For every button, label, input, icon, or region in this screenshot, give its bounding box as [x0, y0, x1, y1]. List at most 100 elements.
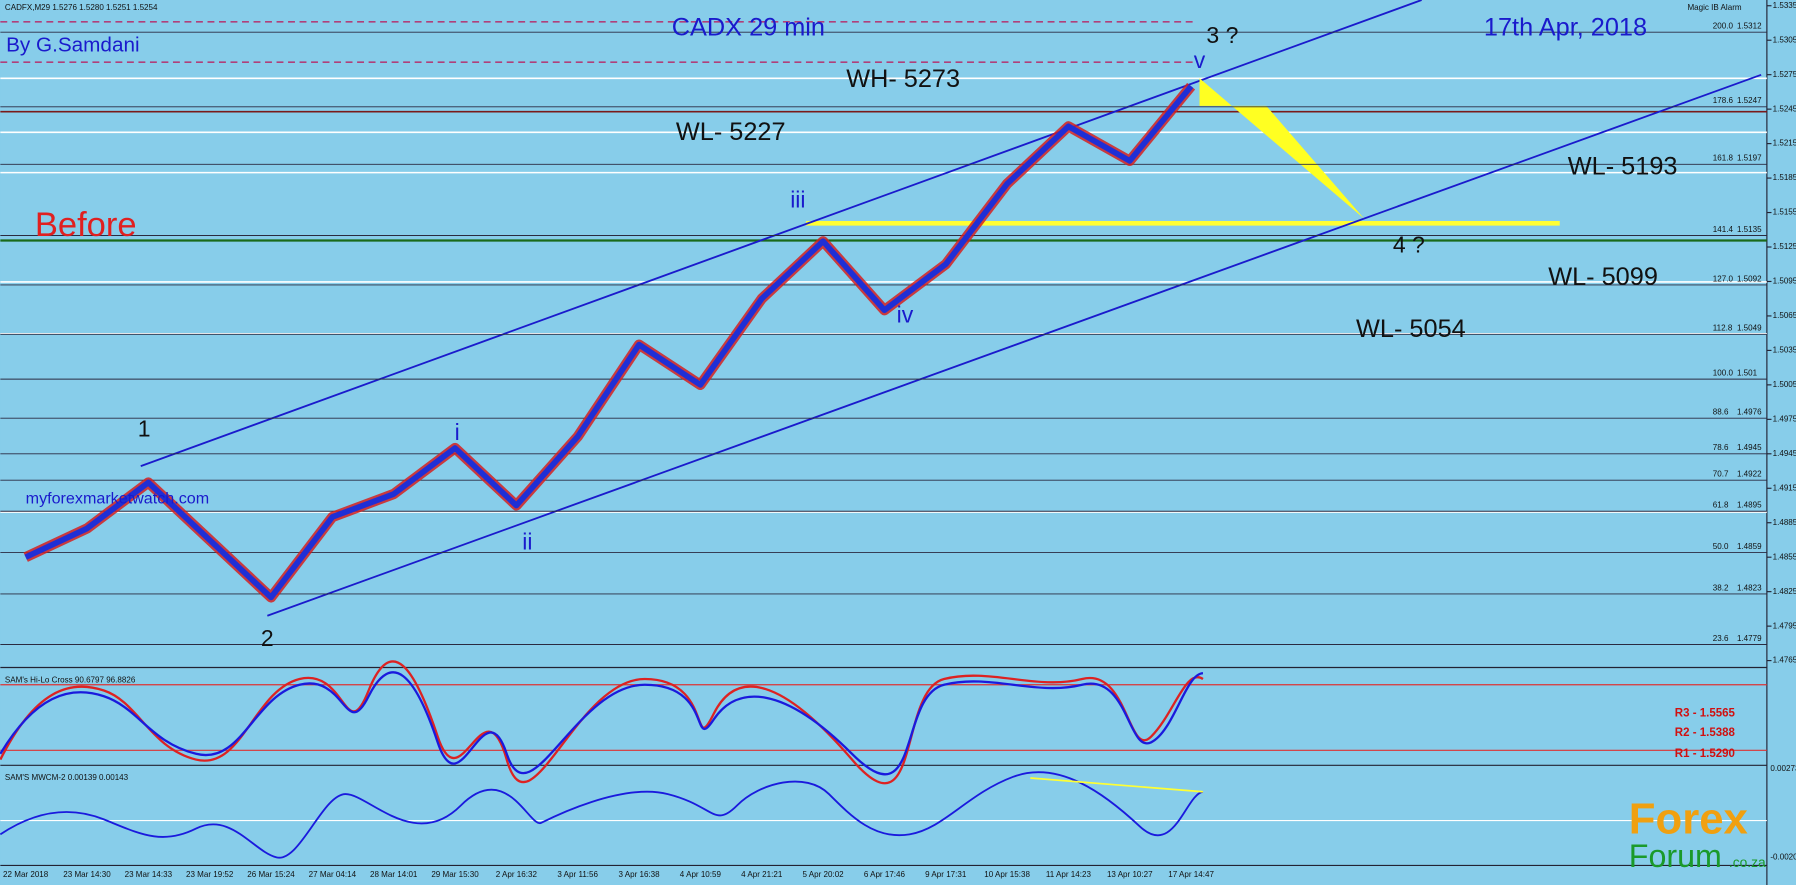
y-tick-label: 1.4855 [1773, 552, 1796, 561]
x-tick-label: 10 Apr 15:38 [984, 870, 1030, 879]
y-tick-label: 1.5155 [1773, 208, 1796, 217]
fib-ratio: 70.7 [1713, 470, 1729, 479]
annotation: WH- 5273 [846, 65, 960, 93]
price-axis [1766, 0, 1796, 885]
alarm: Magic IB Alarm [1687, 3, 1741, 12]
y-tick-label: 1.5095 [1773, 277, 1796, 286]
author: By G.Samdani [6, 34, 139, 57]
annotation: WL- 5193 [1568, 153, 1678, 181]
fib-price: 1.5247 [1737, 96, 1762, 105]
header: CADFX,M29 1.5276 1.5280 1.5251 1.5254 [5, 3, 158, 12]
x-tick-label: 2 Apr 16:32 [496, 870, 538, 879]
fib-price: 1.501 [1737, 368, 1758, 377]
x-tick-label: 26 Mar 15:24 [247, 870, 295, 879]
fib-ratio: 200.0 [1713, 22, 1734, 31]
fib-price: 1.5135 [1737, 225, 1762, 234]
x-tick-label: 9 Apr 17:31 [925, 870, 967, 879]
wave-label: iv [897, 302, 914, 328]
x-tick-label: 23 Mar 19:52 [186, 870, 234, 879]
annotation: 4 ? [1393, 231, 1425, 257]
fib-ratio: 127.0 [1713, 274, 1734, 283]
indicator-tick: -0.00206 [1770, 853, 1796, 862]
x-tick-label: 6 Apr 17:46 [864, 870, 906, 879]
y-tick-label: 1.4825 [1773, 587, 1796, 596]
y-tick-label: 1.4945 [1773, 449, 1796, 458]
fib-ratio: 78.6 [1713, 443, 1729, 452]
y-tick-label: 1.5215 [1773, 139, 1796, 148]
x-tick-label: 27 Mar 04:14 [309, 870, 357, 879]
fib-price: 1.4779 [1737, 634, 1762, 643]
wave-label: ii [522, 528, 532, 554]
x-tick-label: 22 Mar 2018 [3, 870, 49, 879]
logo: .co.za [1729, 854, 1766, 870]
y-tick-label: 1.5185 [1773, 173, 1796, 182]
annotation: 3 ? [1206, 22, 1238, 48]
fib-price: 1.4976 [1737, 408, 1762, 417]
annotation: WL- 5054 [1356, 315, 1466, 343]
y-tick-label: 1.5005 [1773, 380, 1796, 389]
x-tick-label: 29 Mar 15:30 [431, 870, 479, 879]
wave-label: v [1194, 47, 1206, 73]
divergence [1030, 777, 1204, 793]
channel-line [267, 73, 1762, 617]
y-tick-label: 1.4765 [1773, 656, 1796, 665]
fib-price: 1.5092 [1737, 274, 1762, 283]
y-tick-label: 1.4795 [1773, 621, 1796, 630]
fib-ratio: 50.0 [1713, 542, 1729, 551]
fib-ratio: 161.8 [1713, 154, 1734, 163]
annotation: Before [35, 206, 137, 244]
y-tick-label: 1.4915 [1773, 483, 1796, 492]
y-tick-label: 1.5125 [1773, 242, 1796, 251]
x-tick-label: 23 Mar 14:30 [63, 870, 111, 879]
fib-price: 1.5197 [1737, 154, 1762, 163]
logo: Forum [1629, 838, 1722, 874]
wave-label: 2 [261, 625, 274, 651]
price-line [24, 84, 1194, 601]
x-tick-label: 4 Apr 21:21 [741, 870, 783, 879]
fib-price: 1.4895 [1737, 501, 1762, 510]
y-tick-label: 1.5335 [1773, 1, 1796, 10]
pivot-level: R3 - 1.5565 [1675, 708, 1736, 720]
fib-ratio: 61.8 [1713, 501, 1729, 510]
x-tick-label: 3 Apr 11:56 [557, 870, 598, 879]
fib-ratio: 141.4 [1713, 225, 1734, 234]
y-tick-label: 1.5065 [1773, 311, 1796, 320]
projection [1199, 78, 1365, 219]
oscillator [0, 660, 1204, 785]
date: 17th Apr, 2018 [1484, 13, 1647, 41]
oscillator [0, 671, 1204, 776]
fib-ratio: 38.2 [1713, 583, 1729, 592]
histogram-line [0, 771, 1204, 859]
y-tick-label: 1.5305 [1773, 35, 1796, 44]
annotation: myforexmarketwatch.com [26, 490, 210, 508]
x-tick-label: 5 Apr 20:02 [802, 870, 844, 879]
x-tick-label: 4 Apr 10:59 [680, 870, 722, 879]
channel [140, 0, 1762, 617]
fib-price: 1.4922 [1737, 470, 1762, 479]
indicator-panels [0, 660, 1767, 867]
pivot-level: R2 - 1.5388 [1675, 727, 1736, 739]
fib-ratio: 112.8 [1713, 324, 1733, 333]
fib-ratio: 100.0 [1713, 368, 1734, 377]
y-tick-label: 1.5245 [1773, 104, 1796, 113]
indicator-label: SAM'S MWCM-2 0.00139 0.00143 [5, 773, 129, 782]
x-tick-label: 17 Apr 14:47 [1168, 870, 1214, 879]
fib-price: 1.4945 [1737, 443, 1762, 452]
fib-price: 1.5312 [1737, 22, 1762, 31]
x-tick-label: 13 Apr 10:27 [1107, 870, 1153, 879]
pivot-level: R1 - 1.5290 [1675, 748, 1735, 760]
indicator-label: SAM's Hi-Lo Cross 90.6797 96.8826 [5, 675, 136, 684]
x-tick-label: 28 Mar 14:01 [370, 870, 418, 879]
x-tick-label: 11 Apr 14:23 [1046, 870, 1092, 879]
fib-price: 1.4859 [1737, 542, 1762, 551]
fib-ratio: 23.6 [1713, 634, 1729, 643]
fib-price: 1.5049 [1737, 324, 1762, 333]
wave-label: i [455, 419, 460, 445]
annotation: WL- 5099 [1548, 263, 1658, 291]
x-tick-label: 3 Apr 16:38 [618, 870, 660, 879]
fib-price: 1.4823 [1737, 583, 1762, 592]
channel-line [140, 0, 1422, 467]
